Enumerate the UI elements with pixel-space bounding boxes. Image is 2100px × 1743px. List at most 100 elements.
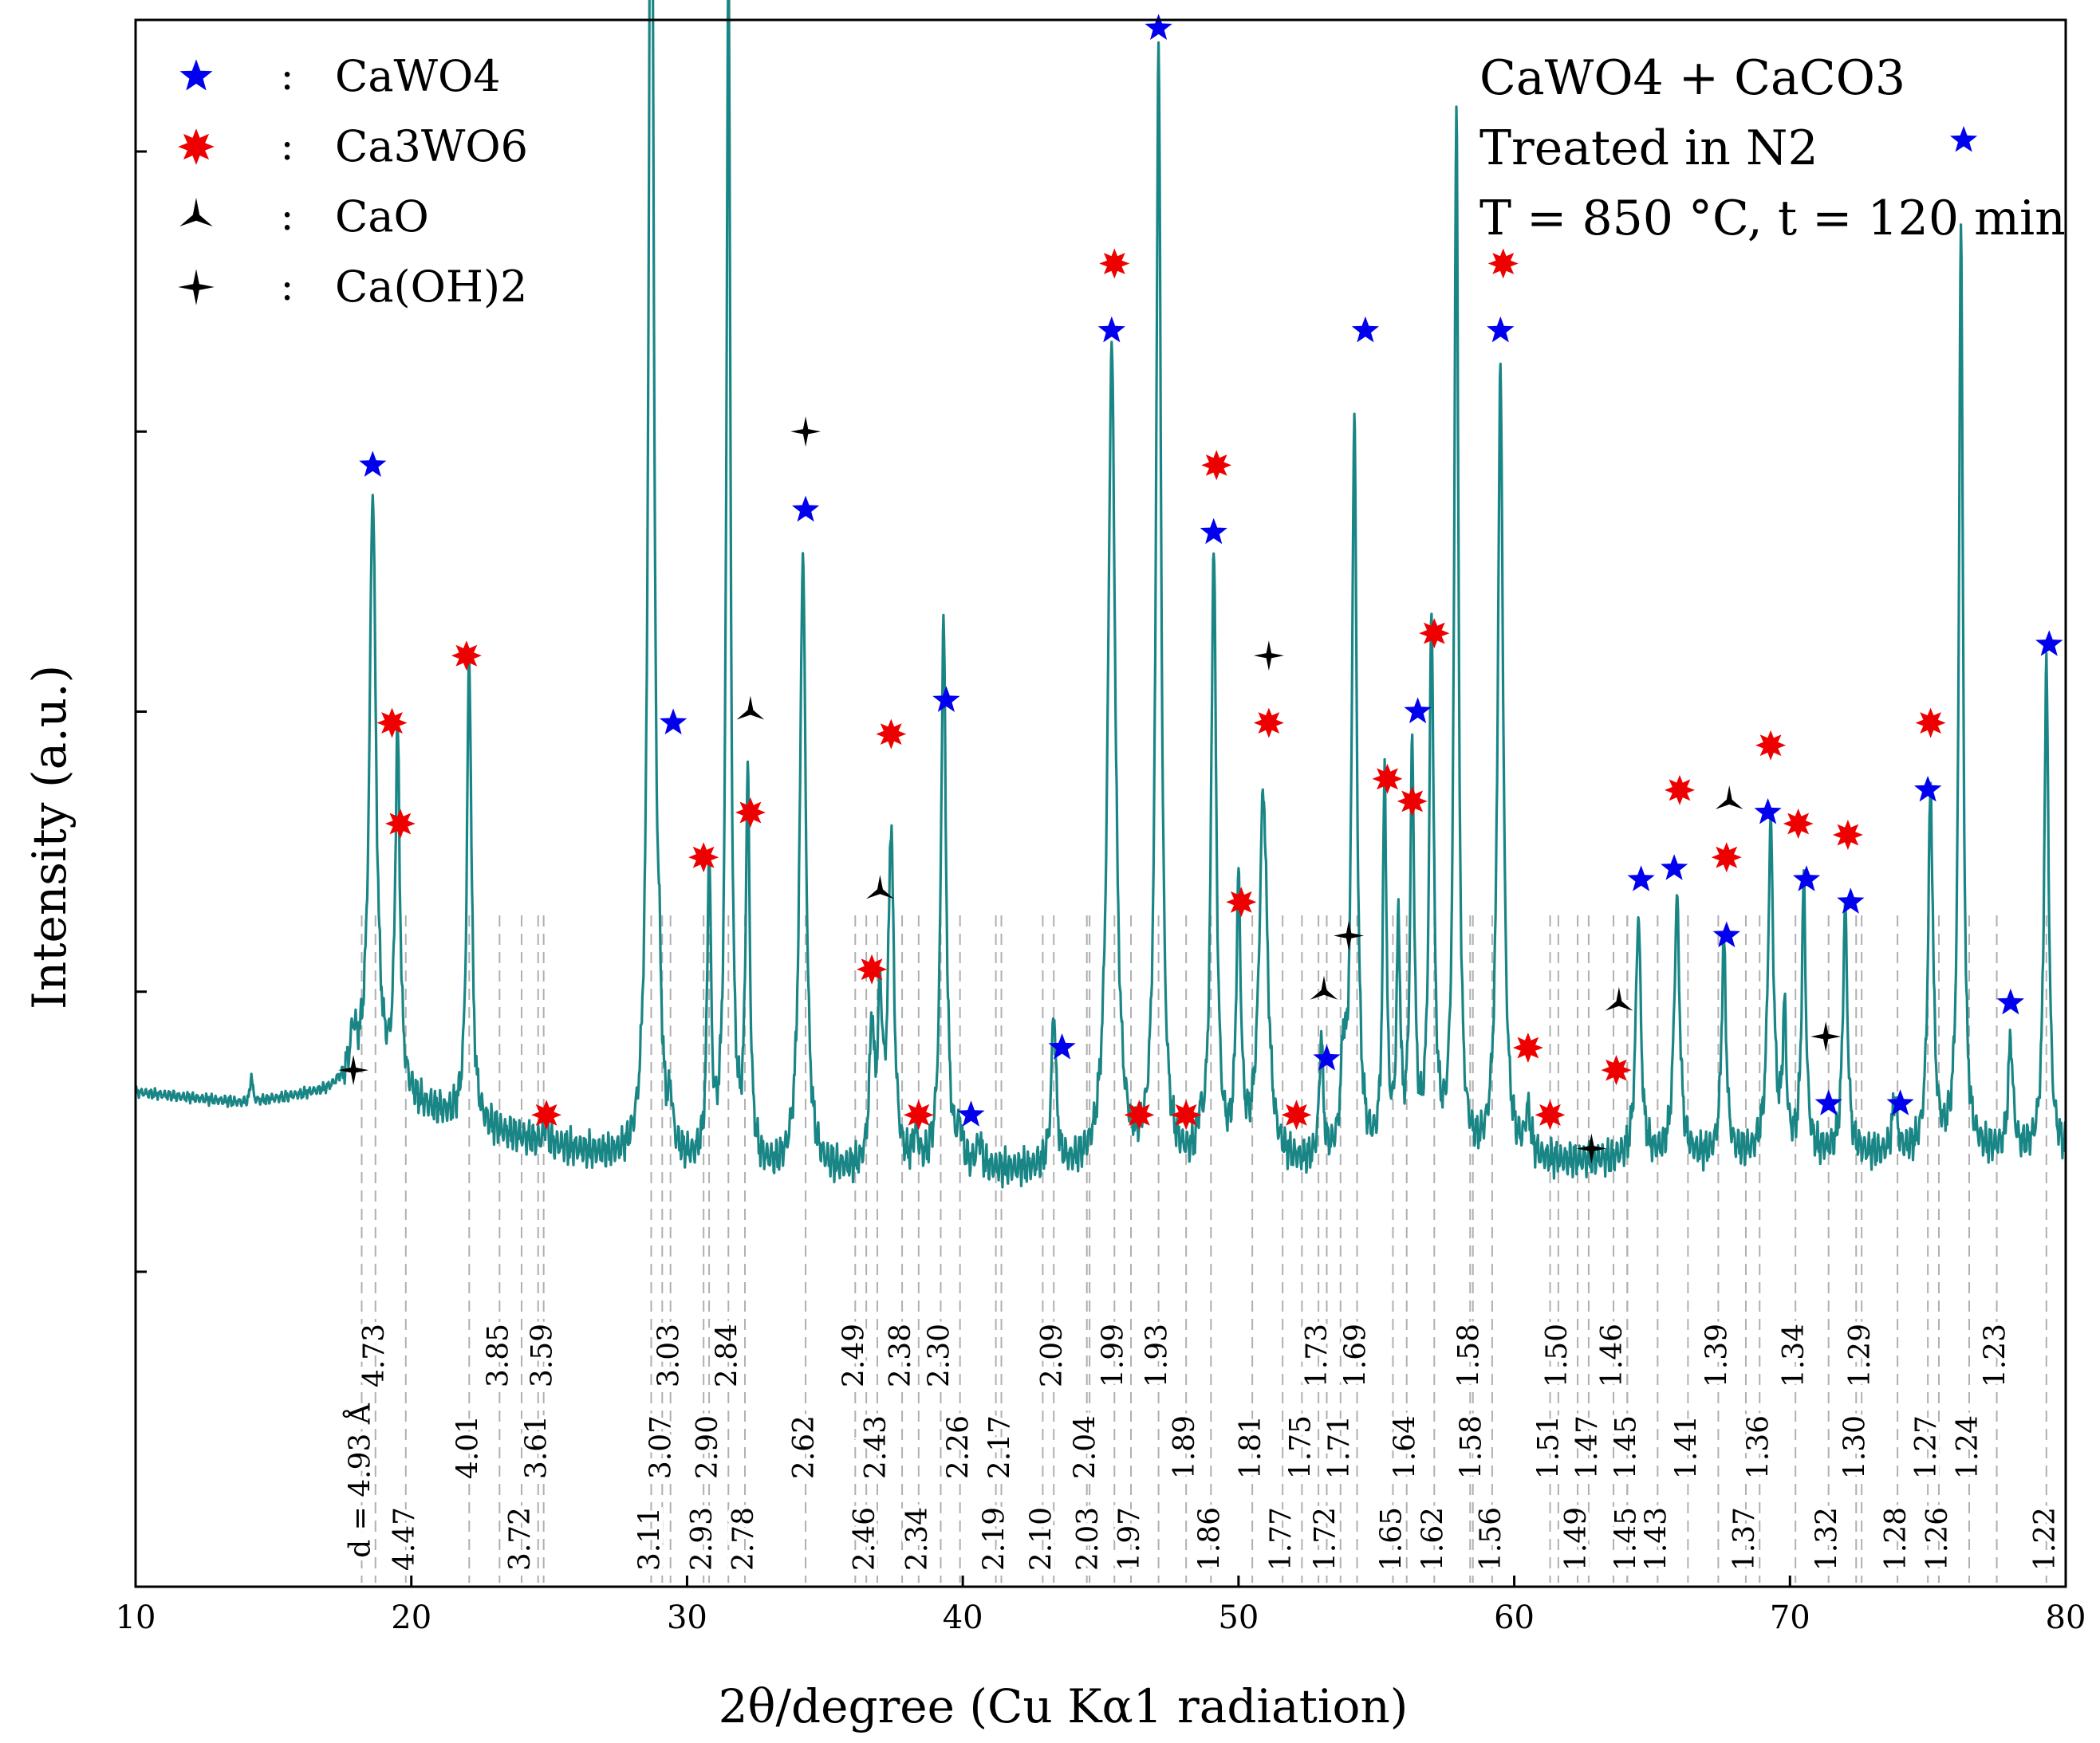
d-spacing-label: 2.17 <box>984 1415 1017 1479</box>
ca3wo6-marker <box>876 718 907 750</box>
sample-info-line: T = 850 °C, t = 120 min <box>1479 191 2066 246</box>
legend-separator: : <box>281 53 294 99</box>
d-spacing-label: 3.11 <box>634 1507 667 1571</box>
cawo4-marker <box>1814 1089 1842 1115</box>
red-burst-icon <box>178 128 215 165</box>
ca3wo6-marker <box>903 1100 934 1131</box>
caoh2-marker <box>1576 1133 1607 1164</box>
cawo4-marker <box>1661 854 1688 880</box>
d-spacing-label: 1.47 <box>1571 1415 1604 1479</box>
d-spacing-label: 1.45 <box>1609 1507 1642 1571</box>
sample-info-line: CaWO4 + CaCO3 <box>1479 50 1905 106</box>
legend-separator: : <box>281 123 294 169</box>
d-spacing-label: 1.58 <box>1452 1324 1485 1387</box>
cawo4-marker <box>1404 697 1432 724</box>
d-spacing-label: 1.37 <box>1728 1507 1761 1571</box>
cao-triangle-icon <box>179 198 213 226</box>
legend-separator: : <box>281 263 294 309</box>
d-spacing-label: 2.34 <box>901 1507 934 1571</box>
legend-label: Ca(OH)2 <box>335 262 527 312</box>
ca3wo6-marker <box>1253 707 1284 738</box>
ca3wo6-marker <box>376 707 408 738</box>
cao-marker <box>1605 986 1633 1011</box>
ca3wo6-marker <box>1832 820 1863 850</box>
d-spacing-label: 3.61 <box>521 1415 554 1479</box>
d-spacing-label: 1.36 <box>1742 1415 1775 1479</box>
cawo4-marker <box>1048 1033 1076 1060</box>
blue-star-icon <box>179 59 213 91</box>
d-spacing-label: 1.73 <box>1301 1324 1334 1387</box>
cawo4-marker <box>932 686 960 712</box>
ca3wo6-marker <box>1755 730 1787 761</box>
d-spacing-label: 1.86 <box>1193 1507 1226 1571</box>
d-spacing-label: 1.64 <box>1389 1415 1422 1479</box>
d-spacing-label: 3.72 <box>504 1507 537 1571</box>
cawo4-marker <box>1200 517 1227 545</box>
ca3wo6-marker <box>1201 450 1232 481</box>
d-spacing-label: 2.09 <box>1036 1324 1069 1387</box>
x-tick-label: 20 <box>391 1599 431 1636</box>
d-spacing-label: 3.03 <box>653 1324 686 1387</box>
legend: : CaWO4: Ca3WO6: CaO: Ca(OH)2 <box>178 51 528 312</box>
d-spacing-label: 2.62 <box>788 1415 821 1479</box>
d-spacing-label: 1.81 <box>1235 1415 1267 1479</box>
d-spacing-label: 1.51 <box>1533 1415 1566 1479</box>
legend-separator: : <box>281 193 294 239</box>
ca3wo6-marker <box>1601 1055 1632 1086</box>
ca3wo6-marker <box>1783 809 1814 839</box>
cao-marker <box>1715 785 1743 809</box>
d-spacing-label: 1.41 <box>1670 1415 1703 1479</box>
d-spacing-label: 1.65 <box>1376 1507 1409 1571</box>
d-spacing-label: 1.56 <box>1475 1507 1507 1571</box>
d-spacing-label: 1.34 <box>1778 1324 1810 1387</box>
d-spacing-label: 2.10 <box>1025 1507 1058 1571</box>
cawo4-marker <box>792 495 820 522</box>
d-spacing-label: 1.39 <box>1700 1324 1733 1387</box>
cawo4-marker <box>1627 865 1655 891</box>
legend-label: Ca3WO6 <box>335 121 528 171</box>
d-spacing-label: 1.69 <box>1340 1324 1373 1387</box>
ca3wo6-marker <box>735 797 766 828</box>
cawo4-marker <box>1487 316 1515 343</box>
cao-marker <box>866 875 894 899</box>
ca3wo6-marker <box>857 954 888 985</box>
d-spacing-label: 1.43 <box>1640 1507 1673 1571</box>
d-spacing-label: 1.45 <box>1609 1415 1642 1479</box>
x-tick-label: 50 <box>1218 1599 1259 1636</box>
d-spacing-label: 1.28 <box>1880 1507 1913 1571</box>
d-spacing-label: 1.29 <box>1844 1324 1877 1387</box>
cawo4-marker <box>1754 798 1782 824</box>
ca3wo6-marker <box>1711 842 1742 873</box>
legend-label: CaWO4 <box>335 51 501 101</box>
d-spacing-label: 1.27 <box>1910 1415 1943 1479</box>
cawo4-marker <box>1886 1089 1914 1115</box>
cao-marker <box>1310 975 1338 1000</box>
cawo4-marker <box>1914 775 1942 802</box>
ca3wo6-marker <box>1171 1100 1202 1131</box>
cawo4-marker <box>2035 630 2063 656</box>
x-tick-label: 10 <box>116 1599 156 1636</box>
d-spacing-label: 1.49 <box>1560 1507 1593 1571</box>
d-spacing-label: 2.78 <box>727 1507 760 1571</box>
d-spacing-label: 1.75 <box>1284 1415 1317 1479</box>
cawo4-marker <box>1351 316 1379 343</box>
d-spacing-label: 1.93 <box>1141 1324 1174 1387</box>
series-group <box>134 0 2067 1189</box>
x-tick-label: 70 <box>1770 1599 1810 1636</box>
ca3wo6-marker <box>688 842 719 873</box>
cawo4-marker <box>1313 1045 1341 1071</box>
d-spacing-label: 2.30 <box>924 1324 956 1387</box>
d-spacing-label: 1.72 <box>1310 1507 1342 1571</box>
ca3wo6-marker <box>1372 763 1403 794</box>
d-spacing-label: 1.46 <box>1596 1324 1629 1387</box>
x-tick-label: 40 <box>943 1599 983 1636</box>
d-spacing-label: 1.99 <box>1097 1324 1129 1387</box>
ca3wo6-marker <box>1915 707 1946 738</box>
d-spacing-label: 4.47 <box>388 1507 421 1571</box>
legend-label: CaO <box>335 191 429 242</box>
x-axis-title: 2θ/degree (Cu Kα1 radiation) <box>719 1679 1409 1733</box>
d-spacing-label: 1.71 <box>1323 1415 1356 1479</box>
four-point-star-icon <box>178 269 215 305</box>
caoh2-marker <box>790 416 821 447</box>
